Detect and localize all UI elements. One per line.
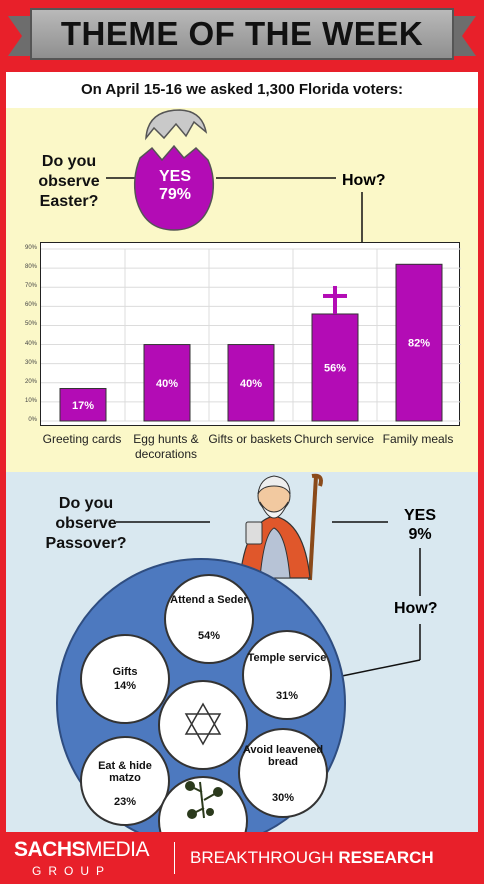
seder-item-label: Temple service: [247, 652, 327, 664]
x-category-label: Gifts or baskets: [208, 432, 292, 446]
tagline-bold: RESEARCH: [338, 848, 434, 867]
easter-yes-label: YES: [158, 168, 191, 185]
bar: [227, 344, 275, 422]
bar: [311, 313, 359, 422]
y-tick-label: 90%: [24, 245, 37, 251]
seder-item-label: Gifts: [112, 666, 138, 678]
seder-item-label: Avoid leavened bread: [242, 744, 324, 768]
y-tick-label: 30%: [24, 359, 37, 366]
moses-figure-icon: [239, 473, 323, 581]
y-tick-label: 20%: [24, 378, 37, 385]
easter-yes-value: 79%: [158, 186, 192, 203]
bar-data-label: 40%: [156, 378, 178, 390]
passover-yes-badge: YES 9%: [390, 506, 450, 544]
bar: [59, 388, 107, 422]
page-title: THEME OF THE WEEK: [60, 15, 424, 52]
seder-item-value: 54%: [197, 630, 221, 642]
bar-data-label: 40%: [240, 378, 262, 390]
bar-data-label: 82%: [408, 338, 430, 350]
easter-question: Do you observe Easter?: [38, 153, 100, 210]
bar-data-label: 56%: [324, 362, 346, 374]
intro-text: On April 15-16 we asked 1,300 Florida vo…: [80, 81, 404, 98]
y-tick-label: 70%: [24, 283, 37, 290]
chart-canvas: 17% 40% 40% 56% 82%: [41, 248, 461, 422]
easter-connectors: [106, 177, 363, 242]
logo-media: MEDIA: [85, 838, 150, 861]
passover-question: Do you observe Passover?: [45, 495, 127, 552]
seder-item-value: 31%: [275, 690, 299, 702]
seder-item-eat-hide-matzo: Eat & hide matzo 23%: [80, 736, 170, 826]
logo-group: GROUP: [32, 864, 112, 878]
seder-item-label: Eat & hide matzo: [98, 760, 152, 784]
easter-yes-badge: YES 79%: [132, 168, 218, 204]
y-tick-label: 60%: [24, 302, 37, 309]
herb-icon: [185, 781, 223, 819]
easter-how: How?: [342, 172, 386, 189]
footer: SACHSMEDIA GROUP BREAKTHROUGH RESEARCH: [0, 832, 484, 884]
x-category-label: Egg hunts & decorations: [133, 432, 199, 461]
x-category-label: Church service: [293, 432, 375, 446]
seder-item-gifts: Gifts 14%: [80, 634, 170, 724]
bar-data-label: 17%: [72, 400, 94, 412]
footer-divider: [174, 842, 175, 874]
x-category-label: Greeting cards: [42, 432, 122, 446]
passover-connectors: [116, 521, 421, 677]
y-tick-label: 0%: [28, 417, 37, 423]
x-category-label: Family meals: [382, 432, 454, 446]
header-ribbon: THEME OF THE WEEK: [8, 8, 476, 60]
footer-tagline: BREAKTHROUGH RESEARCH: [190, 848, 434, 868]
intro-strip: On April 15-16 we asked 1,300 Florida vo…: [6, 72, 478, 108]
seder-item-value: 30%: [271, 792, 295, 804]
seder-item-temple-service: Temple service 31%: [242, 630, 332, 720]
bar: [395, 263, 443, 422]
y-tick-label: 50%: [24, 321, 37, 328]
passover-yes-label: YES: [403, 507, 436, 524]
y-tick-label: 80%: [24, 264, 37, 271]
seder-item-attend-seder: Attend a Seder 54%: [164, 574, 254, 664]
logo-sachs: SACHS: [14, 838, 86, 861]
seder-plate: Attend a Seder 54% Temple service 31% Av…: [56, 558, 346, 832]
logo-wordmark: SACHSMEDIA: [14, 838, 150, 862]
star-of-david-icon: [184, 702, 222, 746]
passover-yes-value: 9%: [408, 526, 432, 543]
seder-item-value: 14%: [113, 680, 137, 692]
easter-panel: Do you observe Easter? YES 79% How? 17% 4…: [6, 108, 478, 472]
seder-bottom-item: [158, 776, 248, 832]
cross-icon: [323, 285, 347, 314]
passover-how: How?: [394, 600, 438, 617]
sachs-media-logo: SACHSMEDIA GROUP: [14, 838, 154, 878]
seder-item-avoid-leavened-bread: Avoid leavened bread 30%: [238, 728, 328, 818]
tagline-light: BREAKTHROUGH: [190, 848, 334, 867]
passover-panel: Do you observe Passover? YES 9% How? At: [6, 472, 478, 832]
y-tick-label: 40%: [24, 340, 37, 347]
bar: [143, 344, 191, 422]
seder-item-label: Attend a Seder: [170, 594, 248, 606]
y-tick-label: 10%: [24, 397, 37, 404]
easter-bar-chart: 17% 40% 40% 56% 82% 0% 10% 20% 30% 40% 50% 60% 70% 8…: [25, 242, 461, 426]
ribbon-banner: [30, 8, 454, 60]
egg-icon: [133, 109, 215, 231]
seder-center: [158, 680, 248, 770]
seder-item-value: 23%: [113, 796, 137, 808]
